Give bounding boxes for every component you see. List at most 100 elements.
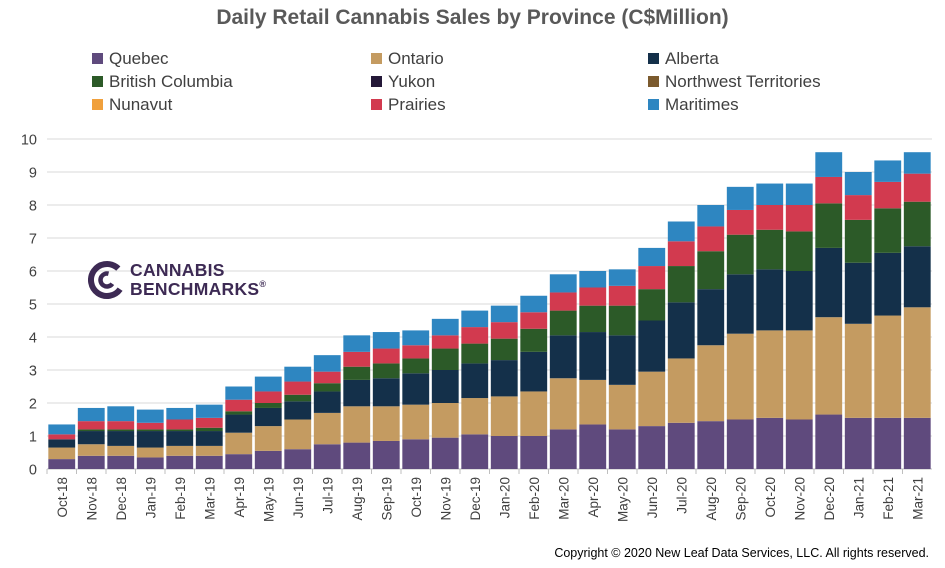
legend-label: Maritimes: [665, 95, 739, 114]
bar-segment: [225, 454, 253, 469]
bar-segment: [107, 421, 135, 430]
bar-segment: [166, 429, 194, 432]
x-tick-label: Dec-20: [822, 477, 837, 521]
bar-segment: [166, 455, 194, 469]
x-tick-label: Jul-20: [674, 477, 689, 514]
bar-segment: [372, 348, 400, 364]
x-tick-label: Feb-19: [173, 477, 188, 520]
legend-label: Nunavut: [109, 95, 173, 114]
bar-segment: [77, 431, 105, 445]
logo-text-line2: BENCHMARKS®: [130, 279, 266, 300]
bar-segment: [844, 195, 872, 220]
bar-segment: [844, 417, 872, 469]
x-tick-label: Mar-21: [910, 477, 925, 520]
bar-segment: [107, 445, 135, 456]
bar-segment: [195, 404, 223, 418]
bar-segment: [48, 447, 76, 460]
bar-segment: [490, 305, 518, 323]
bar-segment: [638, 266, 666, 290]
bar-segment: [343, 335, 371, 352]
bar-segment: [136, 429, 164, 432]
bar-segment: [343, 379, 371, 407]
bar-segment: [549, 274, 577, 293]
bar-segment: [903, 246, 931, 308]
bar-segment: [284, 449, 312, 469]
bar-segment: [844, 172, 872, 196]
legend-item: Yukon: [371, 71, 435, 93]
bar-segment: [903, 173, 931, 202]
bar-segment: [166, 419, 194, 430]
bar-segment: [726, 419, 754, 469]
bar-segment: [136, 409, 164, 423]
bar-segment: [638, 247, 666, 267]
bar-segment: [490, 322, 518, 339]
bar-segment: [608, 429, 636, 469]
bar-segment: [461, 327, 489, 344]
bar-segment: [431, 348, 459, 370]
bar-segment: [313, 444, 341, 469]
bars: [48, 152, 931, 469]
bar-segment: [638, 320, 666, 372]
bar-segment: [490, 436, 518, 469]
y-tick-label: 2: [29, 397, 37, 413]
bar-segment: [815, 152, 843, 177]
x-tick-label: Feb-20: [527, 477, 542, 520]
bar-segment: [254, 391, 282, 403]
bar-segment: [579, 305, 607, 333]
bar-segment: [461, 398, 489, 435]
bar-segment: [667, 221, 695, 242]
bar-segment: [284, 401, 312, 420]
bar-segment: [195, 455, 223, 469]
bar-segment: [402, 373, 430, 405]
legend-label: Alberta: [665, 49, 719, 68]
x-tick-label: May-20: [615, 477, 630, 522]
bar-segment: [579, 424, 607, 469]
bar-segment: [697, 251, 725, 290]
bar-segment: [284, 366, 312, 382]
legend-swatch: [92, 99, 103, 110]
bar-segment: [520, 351, 548, 392]
x-tick-label: Apr-20: [586, 477, 601, 518]
bar-segment: [785, 231, 813, 271]
bar-segment: [549, 378, 577, 430]
bar-segment: [844, 219, 872, 263]
bar-segment: [402, 439, 430, 469]
bar-segment: [461, 310, 489, 328]
legend-item: Alberta: [648, 48, 719, 70]
bar-segment: [107, 406, 135, 422]
bar-segment: [107, 429, 135, 432]
bar-segment: [520, 295, 548, 313]
bar-segment: [461, 434, 489, 469]
x-tick-label: Mar-20: [556, 477, 571, 520]
bar-segment: [107, 455, 135, 469]
y-tick-label: 4: [29, 331, 37, 347]
bar-segment: [903, 417, 931, 469]
bar-segment: [549, 429, 577, 469]
bar-segment: [225, 411, 253, 415]
bar-segment: [579, 332, 607, 380]
bar-segment: [785, 205, 813, 232]
bar-segment: [579, 379, 607, 425]
cannabis-benchmarks-logo: CANNABIS BENCHMARKS®: [88, 258, 288, 302]
bar-segment: [490, 396, 518, 436]
legend-swatch: [92, 53, 103, 64]
bar-segment: [431, 335, 459, 349]
bar-segment: [136, 422, 164, 430]
bar-segment: [136, 457, 164, 469]
bar-segment: [874, 160, 902, 182]
bar-segment: [667, 422, 695, 469]
bar-segment: [697, 289, 725, 346]
bar-segment: [372, 378, 400, 407]
bar-segment: [431, 318, 459, 336]
legend-swatch: [648, 53, 659, 64]
bar-segment: [756, 183, 784, 205]
x-tick-label: Mar-19: [202, 477, 217, 520]
bar-segment: [77, 421, 105, 430]
bar-segment: [815, 203, 843, 248]
bar-segment: [638, 426, 666, 469]
bar-segment: [254, 450, 282, 469]
bar-segment: [77, 455, 105, 469]
bar-segment: [608, 285, 636, 306]
bar-segment: [549, 310, 577, 336]
